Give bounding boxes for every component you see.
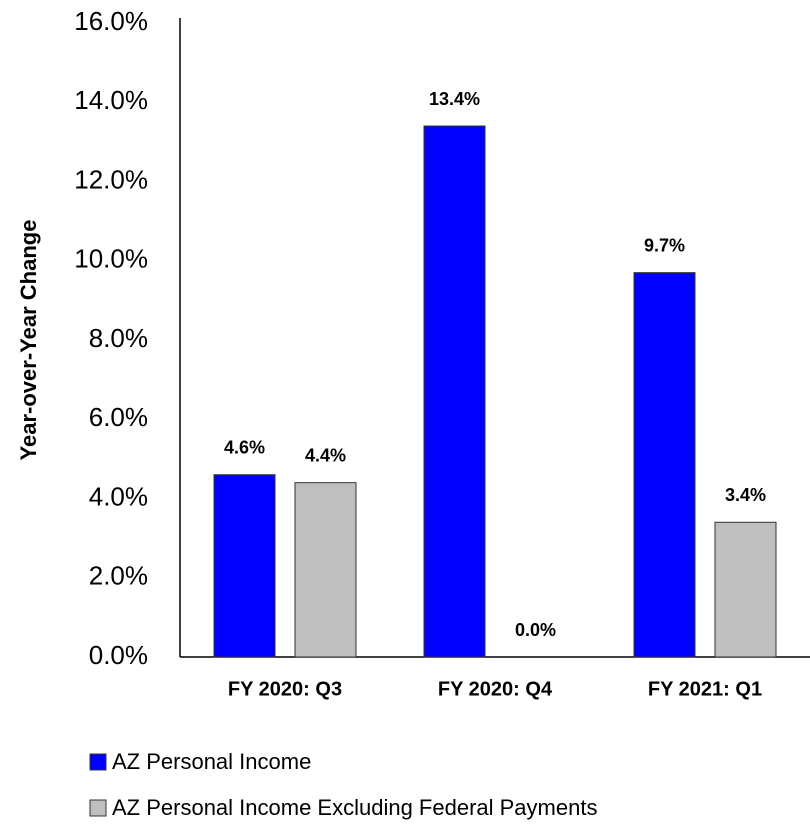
x-tick-label: FY 2021: Q1 — [648, 678, 762, 700]
x-tick-label: FY 2020: Q3 — [228, 678, 342, 700]
y-tick-label: 2.0% — [89, 561, 148, 591]
value-label: 9.7% — [644, 235, 685, 255]
y-tick-label: 0.0% — [89, 640, 148, 670]
value-label: 13.4% — [429, 89, 480, 109]
y-axis-label: Year-over-Year Change — [16, 220, 41, 461]
x-tick-label: FY 2020: Q4 — [438, 678, 553, 700]
value-label: 3.4% — [725, 485, 766, 505]
y-tick-label: 14.0% — [74, 85, 148, 115]
bar — [294, 482, 357, 658]
value-label: 0.0% — [515, 620, 556, 640]
bar — [714, 521, 777, 658]
y-tick-label: 8.0% — [89, 323, 148, 353]
legend-swatch — [89, 799, 107, 817]
value-label: 4.6% — [224, 437, 265, 457]
y-tick-label: 12.0% — [74, 164, 148, 194]
bar — [423, 125, 486, 658]
y-tick-label: 16.0% — [74, 6, 148, 36]
y-tick-label: 6.0% — [89, 402, 148, 432]
legend-swatch — [89, 753, 107, 771]
legend-label: AZ Personal Income Excluding Federal Pay… — [112, 795, 597, 820]
y-tick-label: 4.0% — [89, 481, 148, 511]
bar — [213, 474, 276, 658]
y-tick-label: 10.0% — [74, 244, 148, 274]
bar — [633, 272, 696, 658]
legend-label: AZ Personal Income — [112, 749, 311, 774]
value-label: 4.4% — [305, 445, 346, 465]
